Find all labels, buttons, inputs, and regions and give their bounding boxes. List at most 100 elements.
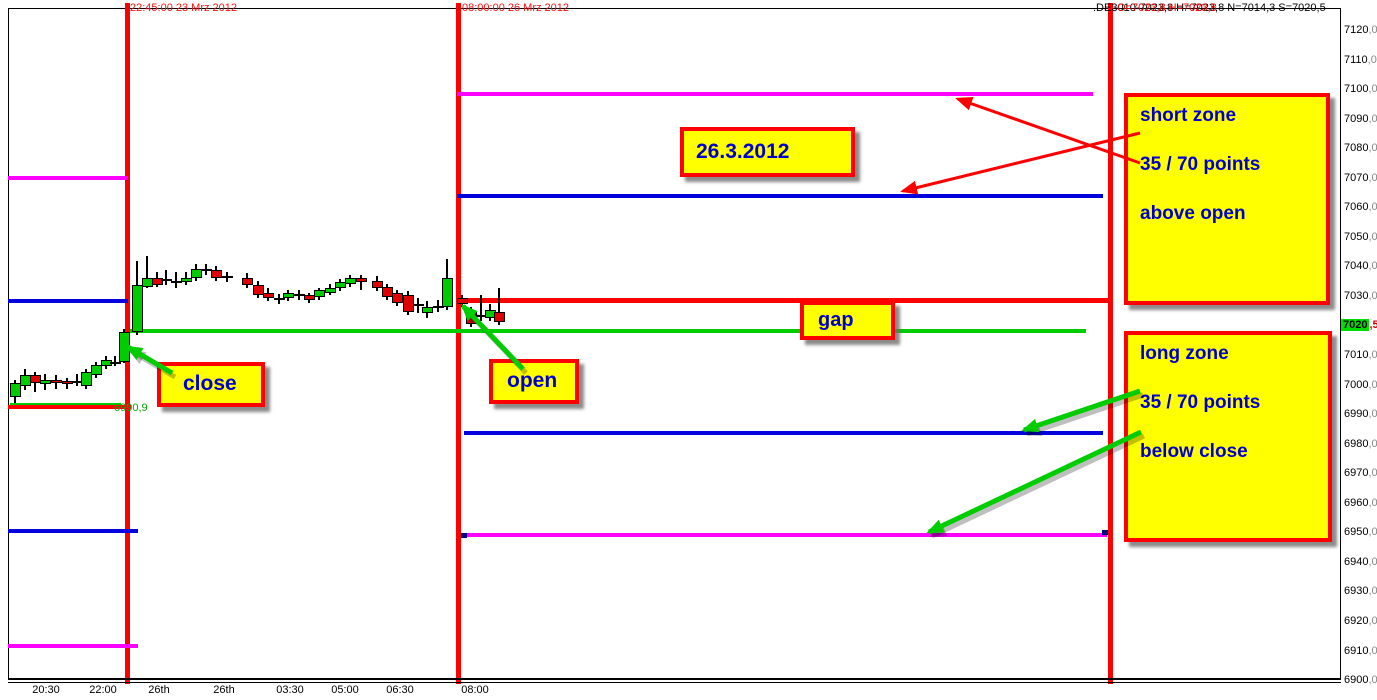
candle-wick — [146, 256, 148, 288]
monday-open-line[interactable] — [457, 298, 1112, 303]
price-axis-label: 6970,0 — [1344, 467, 1377, 479]
candle — [392, 293, 403, 303]
line-end-tick — [1102, 530, 1108, 535]
open-session-timestamp: 08:00:00 26 Mrz 2012 — [462, 2, 570, 14]
prev-magenta-low-line[interactable] — [8, 644, 138, 648]
price-axis-label: 7040,0 — [1344, 260, 1377, 272]
price-axis-label: 6900,0 — [1344, 674, 1377, 686]
candle — [91, 365, 102, 375]
time-axis-label: 22:00 — [89, 684, 117, 696]
session-vline[interactable] — [456, 3, 461, 684]
gap-annotation-box[interactable]: gap — [800, 301, 895, 340]
candle — [171, 281, 182, 283]
prev-blue-high-line[interactable] — [8, 299, 128, 303]
prev-close-line[interactable] — [10, 403, 121, 406]
candle — [40, 380, 51, 384]
time-axis-label: 05:00 — [331, 684, 359, 696]
price-axis-label: 7100,0 — [1344, 83, 1377, 95]
candle — [413, 304, 424, 306]
price-axis-label: 6980,0 — [1344, 438, 1377, 450]
short-zone-70-above-open-line[interactable] — [457, 92, 1093, 96]
long-zone-line-2: 35 / 70 points — [1140, 392, 1261, 413]
price-axis-label: 6950,0 — [1344, 526, 1377, 538]
candle — [433, 306, 444, 308]
candle — [191, 269, 202, 278]
candle — [442, 278, 453, 307]
time-axis-label: 20:30 — [32, 684, 60, 696]
short-zone-35-above-open-line[interactable] — [457, 194, 1103, 198]
price-axis-label: 7110,0 — [1344, 54, 1377, 66]
date-annotation-box[interactable]: 26.3.2012 — [680, 127, 855, 177]
close-annotation-box[interactable]: close — [157, 362, 265, 407]
candle — [345, 278, 356, 284]
close-session-timestamp: 22:45:00 23 Mrz 2012 — [130, 2, 238, 14]
price-axis-label: 6930,0 — [1344, 585, 1377, 597]
close-annotation-label: close — [183, 372, 237, 395]
candle — [466, 312, 477, 324]
candle — [314, 290, 325, 297]
candle-wick — [114, 356, 116, 366]
time-axis-line — [8, 678, 1341, 680]
candle — [211, 270, 222, 278]
candle — [242, 278, 253, 285]
candle — [372, 281, 383, 288]
long-zone-line-3: below close — [1140, 441, 1248, 462]
candle — [152, 278, 163, 285]
current-price-tag: 7020,5 — [1341, 319, 1377, 331]
prev-blue-low-line[interactable] — [8, 529, 138, 533]
price-axis-label: 7030,0 — [1344, 290, 1377, 302]
price-axis-label: 6990,0 — [1344, 408, 1377, 420]
candle — [51, 380, 62, 383]
candle — [325, 288, 336, 293]
candle-wick — [76, 374, 78, 386]
candle — [457, 298, 468, 304]
session-vline[interactable] — [1108, 3, 1113, 684]
candle — [222, 276, 233, 278]
price-axis-label: 6920,0 — [1344, 615, 1377, 627]
candle — [161, 279, 172, 281]
candle — [274, 298, 285, 300]
long-zone-annotation-box[interactable]: long zone 35 / 70 points below close — [1124, 331, 1332, 542]
prev-close-price-label: 6990,9 — [114, 402, 148, 414]
candle — [81, 372, 92, 386]
price-axis-label: 7050,0 — [1344, 231, 1377, 243]
short-zone-annotation-box[interactable]: short zone 35 / 70 points above open — [1124, 93, 1330, 305]
candle — [494, 312, 505, 322]
current-price-value: 7020 — [1341, 319, 1370, 331]
price-axis-label: 6960,0 — [1344, 497, 1377, 509]
candle — [335, 282, 346, 288]
time-axis-label: 08:00 — [461, 684, 489, 696]
candle — [10, 383, 21, 397]
friday-close-line[interactable] — [130, 329, 1086, 333]
long-zone-35-below-close-line[interactable] — [464, 431, 1103, 435]
candle — [181, 278, 192, 282]
candle — [119, 332, 130, 362]
candle — [30, 375, 41, 383]
price-axis-label: 7060,0 — [1344, 201, 1377, 213]
instrument-quote: .DE3010-7023,8 H=7023,8 N=7014,3 S=7020,… — [1093, 2, 1326, 14]
candle — [132, 285, 143, 332]
price-axis-label: 7090,0 — [1344, 113, 1377, 125]
candle — [382, 287, 393, 297]
candle — [403, 295, 414, 312]
date-annotation-label: 26.3.2012 — [696, 140, 790, 163]
open-annotation-box[interactable]: open — [489, 359, 579, 404]
prev-open-line[interactable] — [8, 405, 131, 409]
long-zone-70-below-close-line[interactable] — [464, 533, 1107, 537]
instrument-quote-overlay: O=7023,8 H=7023,8 — [1117, 2, 1217, 14]
candle — [110, 362, 121, 364]
current-price-fraction: ,5 — [1369, 319, 1377, 331]
prev-magenta-high-line[interactable] — [8, 176, 128, 180]
long-zone-line-1: long zone — [1140, 343, 1229, 364]
time-axis-line-2 — [8, 682, 1341, 683]
line-end-tick — [461, 533, 467, 538]
time-axis-label: 26th — [148, 684, 170, 696]
short-zone-line-2: 35 / 70 points — [1140, 154, 1261, 175]
price-axis-label: 7070,0 — [1344, 172, 1377, 184]
time-axis-label: 06:30 — [386, 684, 414, 696]
price-axis-label: 7080,0 — [1344, 142, 1377, 154]
short-zone-line-3: above open — [1140, 203, 1246, 224]
open-annotation-label: open — [507, 369, 558, 392]
